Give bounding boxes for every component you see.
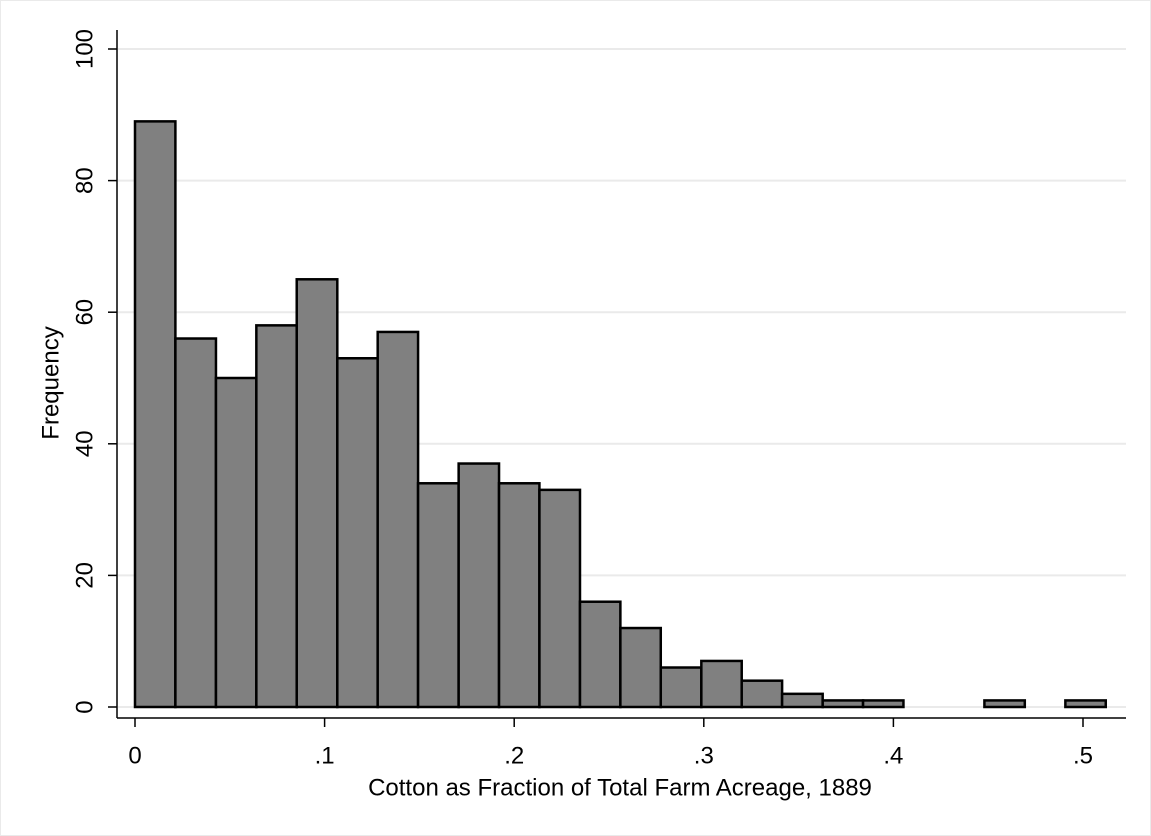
bar [457,462,501,709]
x-tick-label: .1 [315,742,335,769]
bar [983,699,1027,709]
bar [619,626,663,709]
bar [538,488,582,709]
y-tick-label: 40 [71,430,98,457]
x-tick-label: .5 [1073,742,1093,769]
x-axis-label: Cotton as Fraction of Total Farm Acreage… [368,774,872,801]
bar [214,376,258,709]
y-tick-label: 0 [71,700,98,713]
y-tick-label: 80 [71,167,98,194]
bar [174,337,218,709]
bar [861,699,905,709]
y-tick-label: 100 [71,29,98,69]
bar [578,600,622,709]
bar [700,659,743,709]
bar [1064,699,1108,709]
bar [336,357,379,709]
x-tick-label: .4 [883,742,903,769]
y-tick-label: 60 [71,299,98,326]
bar [376,330,420,709]
bar [740,679,784,709]
y-axis-label: Frequency [37,326,64,439]
x-tick-label: .2 [504,742,524,769]
bar [497,482,541,709]
bar [659,666,703,709]
bar [416,482,460,709]
x-tick-label: 0 [128,742,141,769]
bar [295,278,339,709]
bar [133,120,177,709]
bar [821,699,865,709]
y-tick-label: 20 [71,562,98,589]
bar [780,692,824,709]
x-tick-label: .3 [694,742,714,769]
bar [255,324,298,709]
